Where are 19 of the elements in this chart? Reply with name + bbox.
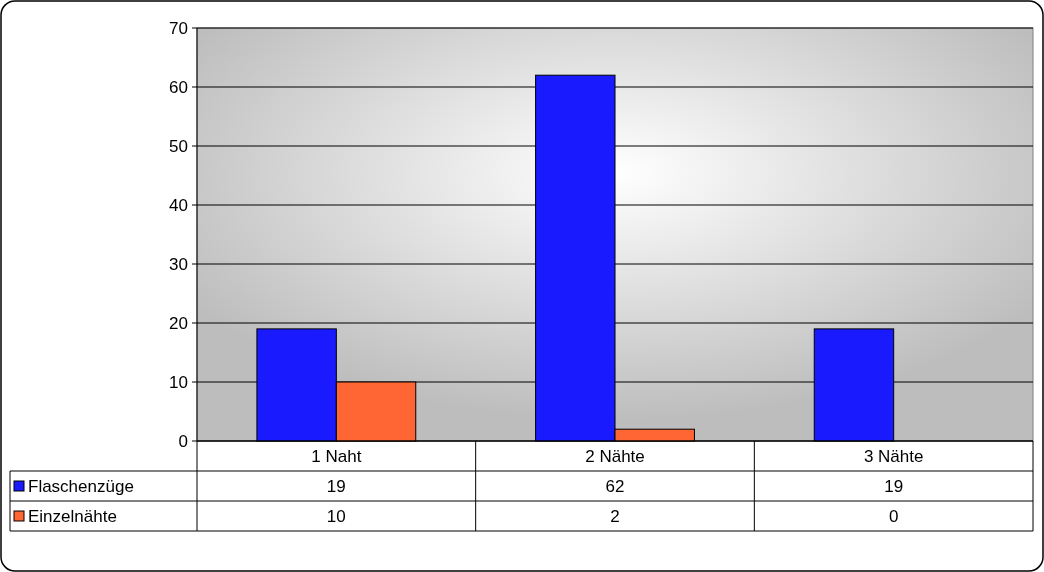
- data-label: 19: [326, 476, 346, 496]
- y-tick-label: 50: [169, 136, 188, 156]
- y-tick-label: 10: [169, 372, 188, 392]
- y-tick-label: 20: [169, 313, 188, 333]
- x-tick-label: 1 Naht: [311, 446, 362, 466]
- y-tick-label: 70: [169, 18, 188, 38]
- data-label: 0: [888, 506, 899, 526]
- y-tick-label: 30: [169, 254, 188, 274]
- data-label: 10: [326, 506, 346, 526]
- data-label: 2: [610, 506, 620, 526]
- y-tick-label: 60: [169, 77, 188, 97]
- x-tick-label: 2 Nähte: [585, 446, 645, 466]
- y-tick-label: 0: [178, 431, 188, 451]
- data-label: 62: [605, 476, 625, 496]
- legend-label: Flaschenzüge: [28, 476, 134, 496]
- data-label: 19: [884, 476, 904, 496]
- y-tick-label: 40: [169, 195, 188, 215]
- x-tick-label: 3 Nähte: [863, 446, 924, 466]
- legend-label: Einzelnähte: [28, 506, 117, 526]
